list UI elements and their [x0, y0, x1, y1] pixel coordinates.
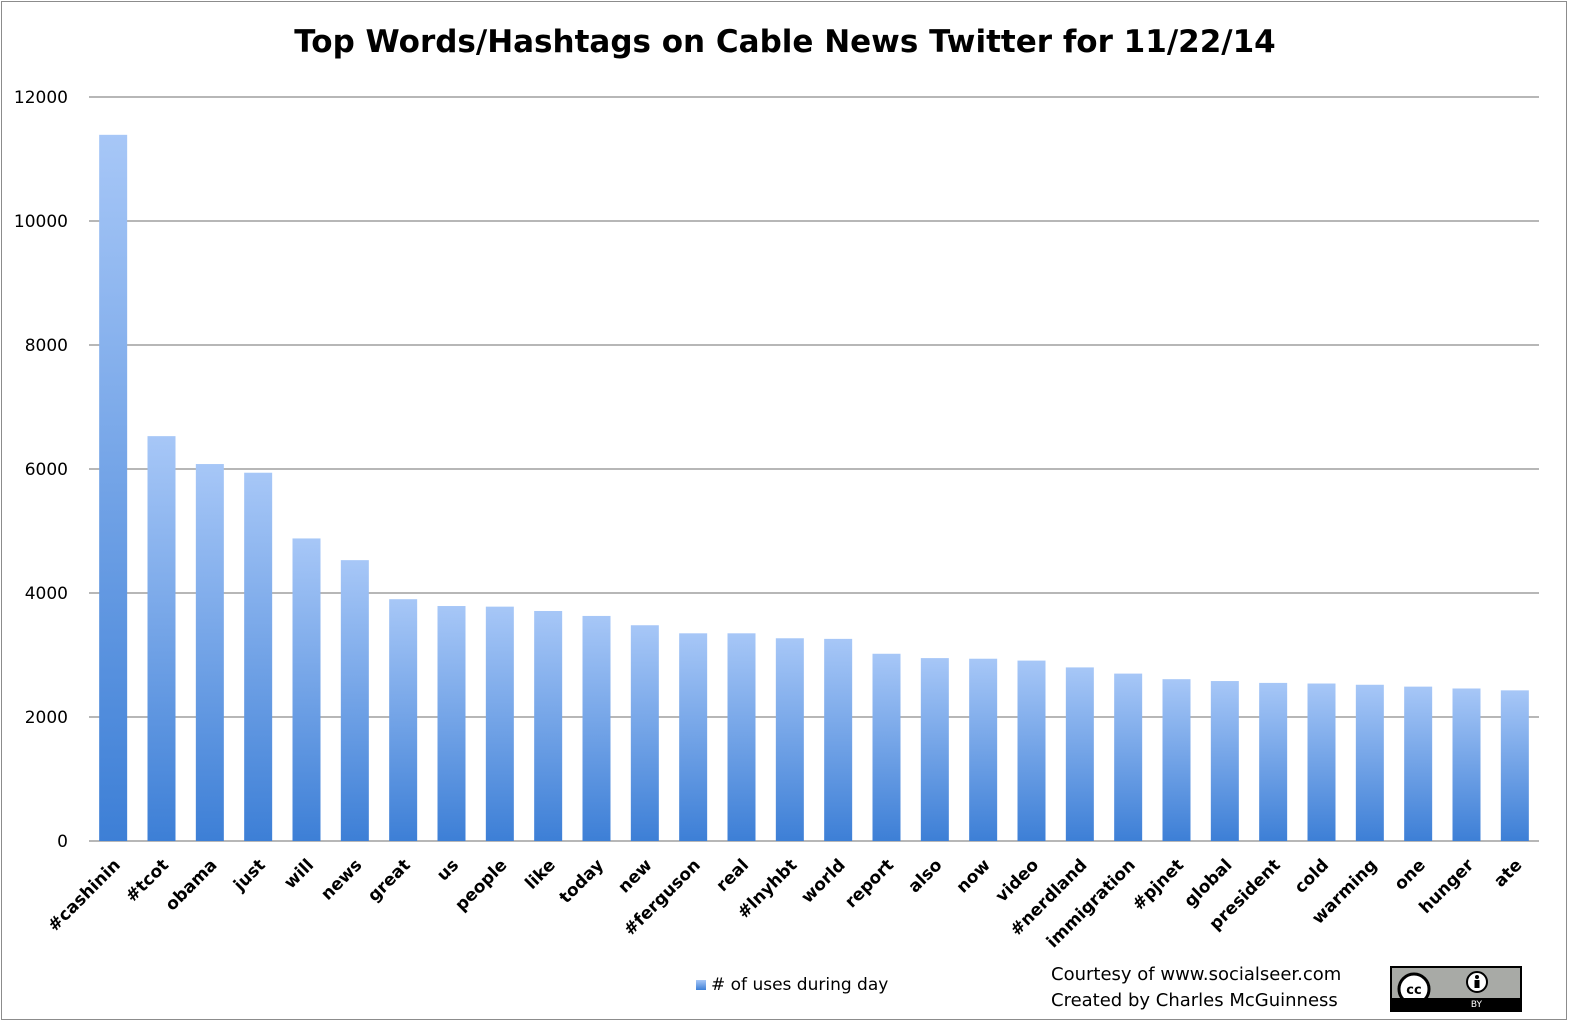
bar [872, 653, 901, 841]
x-tick-label: obama [162, 855, 222, 915]
license-strip [1392, 998, 1520, 1010]
bar [1162, 679, 1191, 841]
x-tick-label: real [713, 855, 753, 895]
bar [679, 633, 708, 841]
bar [920, 658, 949, 841]
cc-by-license-badge: cc BY [1390, 966, 1522, 1012]
bar [534, 610, 563, 841]
legend-swatch [696, 980, 706, 990]
x-tick-label: ate [1490, 855, 1526, 891]
y-tick-label: 10000 [14, 212, 68, 232]
bar [1307, 683, 1336, 841]
bar [1259, 682, 1288, 841]
x-tick-label: one [1391, 855, 1430, 894]
x-tick-label: news [317, 855, 366, 904]
y-tick-label: 0 [57, 832, 68, 852]
bar [824, 638, 853, 841]
bar [99, 134, 128, 841]
bar [195, 464, 224, 841]
attribution-person-icon [1466, 971, 1488, 993]
bar [147, 436, 176, 841]
bar [1017, 660, 1046, 841]
bar [1210, 681, 1239, 841]
cc-icon: cc [1397, 972, 1431, 998]
y-tick-label: 6000 [25, 460, 68, 480]
x-tick-label: new [614, 855, 656, 897]
x-tick-label: also [905, 855, 947, 897]
x-tick-label: cold [1291, 855, 1333, 897]
bar [485, 606, 514, 841]
bar [775, 638, 804, 841]
bar [437, 606, 466, 841]
x-tick-label: hunger [1416, 855, 1479, 918]
bar [969, 658, 998, 841]
y-tick-label: 12000 [14, 88, 68, 108]
y-tick-label: 4000 [25, 584, 68, 604]
svg-text:cc: cc [1406, 983, 1421, 998]
legend: # of uses during day [696, 975, 888, 995]
x-tick-label: great [364, 855, 415, 906]
x-tick-label: people [451, 855, 511, 915]
chart-title: Top Words/Hashtags on Cable News Twitter… [294, 24, 1276, 60]
bar [389, 599, 418, 841]
credits: Courtesy of www.socialseer.com Created b… [1051, 962, 1341, 1014]
bar [582, 615, 611, 841]
x-tick-label: like [521, 855, 559, 893]
x-tick-label: report [841, 855, 898, 912]
x-tick-label: #cashinin [44, 855, 125, 936]
bar [1500, 690, 1529, 841]
x-tick-label: immigration [1043, 855, 1140, 952]
x-tick-label: #pjnet [1129, 855, 1188, 914]
bar [1065, 667, 1094, 841]
x-tick-label: now [953, 855, 995, 897]
x-tick-label: just [229, 855, 269, 895]
x-tick-label: will [280, 855, 318, 893]
bar [244, 472, 273, 841]
credits-line-1: Courtesy of www.socialseer.com [1051, 964, 1342, 985]
bar [1404, 686, 1433, 841]
bar [630, 625, 659, 841]
bar [340, 560, 369, 841]
x-tick-label: today [556, 855, 608, 907]
credits-line-2: Created by Charles McGuinness [1051, 990, 1338, 1011]
bar [727, 633, 756, 841]
bar [1452, 688, 1481, 841]
license-by-label: BY [1470, 1000, 1482, 1010]
bar [1114, 673, 1143, 841]
y-tick-label: 8000 [25, 336, 68, 356]
bar [1355, 684, 1384, 841]
x-tick-label: us [433, 855, 463, 885]
y-tick-label: 2000 [25, 708, 68, 728]
bar [292, 538, 321, 841]
legend-label: # of uses during day [711, 975, 889, 995]
